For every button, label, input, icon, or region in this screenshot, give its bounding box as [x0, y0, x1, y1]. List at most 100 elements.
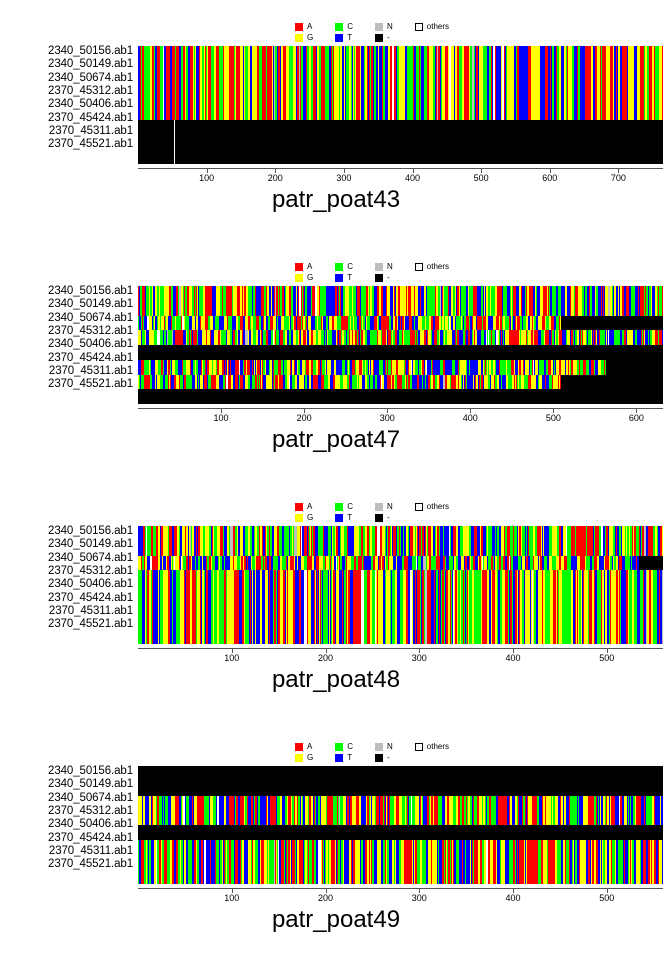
x-axis-tick-label: 500 [545, 413, 561, 423]
row-label: 2340_50156.ab1 [48, 285, 133, 297]
legend-item-n: N [375, 742, 393, 751]
x-axis-tick-label: 500 [473, 173, 489, 183]
sequence-band [138, 315, 561, 331]
legend-label: - [387, 513, 390, 522]
x-axis-tick [231, 888, 233, 893]
row-label: 2340_50406.ab1 [48, 578, 133, 591]
x-axis-tick-label: 100 [224, 653, 240, 663]
row-label: 2340_50149.ab1 [48, 538, 133, 551]
legend-label: C [347, 22, 354, 31]
legend-swatch-icon [414, 742, 423, 751]
legend-item-n: N [375, 502, 393, 511]
legend-swatch-icon [375, 513, 384, 522]
x-axis-tick [470, 408, 472, 413]
panel-title: patr_poat43 [271, 186, 401, 213]
legend-item-others: others [414, 742, 449, 751]
x-axis-tick [513, 888, 514, 893]
row-label: 2340_50674.ab1 [48, 551, 133, 564]
row-label-list: 2340_50156.ab1 2340_50149.ab1 2340_50674.a… [0, 45, 133, 152]
alignment-plot[interactable] [138, 46, 663, 164]
x-axis-tick [419, 888, 421, 893]
row-label-list: 2340_50156.ab1 2340_50149.ab1 2340_50674.a… [0, 285, 133, 392]
legend-swatch-icon [295, 273, 303, 282]
legend-label: T [347, 273, 353, 282]
x-axis-tick-label: 400 [505, 653, 521, 663]
row-label: 2370_45424.ab1 [48, 351, 133, 364]
legend-swatch-icon [335, 513, 344, 522]
legend-item-c: C [335, 502, 353, 511]
x-axis-tick [412, 168, 414, 173]
x-axis-tick-label: 300 [379, 413, 395, 423]
legend-label: G [307, 753, 314, 762]
x-axis-tick [325, 888, 327, 893]
x-axis-tick [618, 168, 620, 173]
x-axis-tick-label: 100 [199, 173, 215, 183]
legend-item-others: others [414, 262, 449, 271]
legend-swatch-icon [375, 502, 384, 511]
legend-swatch-icon [295, 753, 303, 762]
x-axis-tick [553, 408, 555, 413]
row-label: 2370_45311.ab1 [48, 845, 133, 858]
legend-item-others: others [414, 502, 450, 511]
row-label: 2340_50406.ab1 [48, 818, 133, 831]
row-label: 2370_45424.ab1 [48, 831, 133, 844]
x-axis-tick [343, 168, 345, 173]
row-label: 2370_45521.ab1 [48, 378, 133, 391]
legend-swatch-icon [335, 502, 344, 511]
legend-label: C [347, 262, 354, 271]
row-label: 2370_45311.ab1 [48, 125, 133, 138]
alignment-plot[interactable] [138, 286, 663, 404]
x-axis-tick [606, 648, 608, 653]
legend-label: G [307, 513, 314, 522]
legend-label: N [387, 742, 393, 751]
x-axis-tick-label: 200 [317, 893, 334, 903]
gap-band [138, 345, 663, 360]
legend-swatch-icon [375, 753, 384, 762]
x-axis-tick-label: 400 [404, 173, 421, 183]
x-axis-tick-label: 600 [628, 413, 644, 423]
legend-item-: - [375, 753, 393, 762]
x-axis-tick [549, 168, 551, 173]
legend-item-n: N [375, 262, 393, 271]
panel-title: patr_poat49 [271, 906, 401, 933]
legend-label: others [426, 502, 450, 511]
gap-band [138, 389, 663, 404]
legend-item-t: T [335, 33, 353, 42]
legend-label: N [387, 502, 393, 511]
legend-label: - [387, 753, 390, 762]
alignment-plot[interactable] [138, 526, 663, 644]
row-label-list: 2340_50156.ab1 2340_50149.ab1 2340_50674.a… [0, 525, 133, 632]
alignment-plot[interactable] [138, 766, 663, 884]
legend-swatch-icon [295, 513, 303, 522]
row-label: 2340_50156.ab1 [48, 765, 133, 777]
gap-band [138, 825, 663, 840]
x-axis-line [138, 648, 663, 649]
x-axis-tick-label: 100 [224, 893, 240, 903]
legend-item-a: A [295, 262, 313, 271]
legend-swatch-icon [375, 22, 384, 31]
legend-swatch-icon [295, 22, 303, 31]
x-axis-tick [481, 168, 483, 173]
legend-swatch-icon [375, 262, 384, 271]
gap-block [639, 555, 654, 571]
legend-label: - [387, 33, 390, 42]
x-axis-tick [387, 408, 389, 413]
x-axis-tick-label: 200 [267, 173, 283, 183]
legend-label: T [347, 753, 353, 762]
legend-label: A [307, 742, 313, 751]
x-axis-line [138, 888, 663, 889]
x-axis-tick [304, 408, 306, 413]
sequence-band [138, 359, 606, 375]
row-label: 2340_50674.ab1 [48, 791, 133, 804]
sequence-band [138, 839, 663, 884]
legend-item-a: A [295, 502, 313, 511]
sequence-band [138, 795, 663, 825]
x-axis-tick [419, 648, 421, 653]
legend-swatch-icon [335, 742, 344, 751]
legend-item-others: others [414, 22, 449, 31]
x-axis-tick-label: 300 [411, 893, 427, 903]
